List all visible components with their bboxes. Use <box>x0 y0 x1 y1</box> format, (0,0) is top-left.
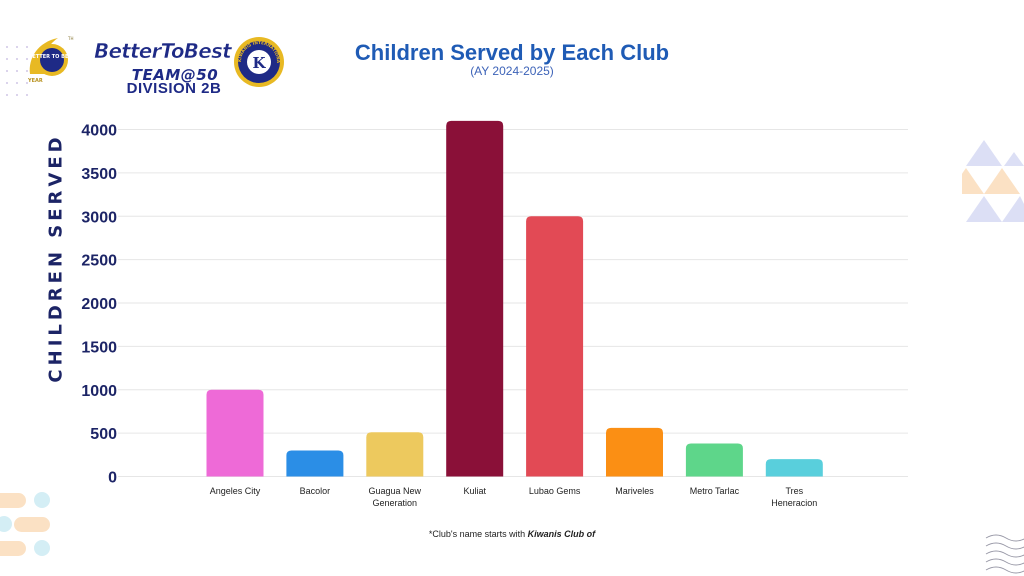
bar-4 <box>526 216 584 477</box>
x-tick-label: Angeles City <box>210 486 261 496</box>
bar-7 <box>765 459 823 477</box>
y-tick-label: 2000 <box>81 296 117 313</box>
x-tick-label: Mariveles <box>615 486 654 496</box>
x-tick-label: Kuliat <box>463 486 486 496</box>
x-tick-label: Tres <box>785 486 803 496</box>
chart-subtitle: (AY 2024-2025) <box>470 64 554 78</box>
better-to-best-logo: BETTER TO BEST TH YEAR BetterToBest K KI… <box>24 28 284 87</box>
bar-2 <box>366 432 424 477</box>
bar-6 <box>685 443 743 477</box>
chart-title: Children Served by Each Club <box>354 40 670 65</box>
x-tick-label: Guagua New <box>369 486 422 496</box>
footnote-emphasis: Kiwanis Club of <box>527 529 596 539</box>
x-axis-labels: Angeles City Bacolor Guagua New Generation K… <box>210 486 818 508</box>
badge-th-text: TH <box>67 36 73 41</box>
team-label: TEAM@50 <box>131 66 219 84</box>
bar-0 <box>206 389 264 477</box>
y-tick-label: 500 <box>90 426 117 443</box>
y-tick-label: 3500 <box>81 166 117 183</box>
x-tick-label: Generation <box>373 498 418 508</box>
y-tick-label: 1500 <box>81 339 117 356</box>
x-tick-label: Heneracion <box>771 498 817 508</box>
decorative-pills <box>0 492 50 556</box>
y-axis-ticks: 0 500 1000 1500 2000 2500 3000 3500 4000 <box>81 123 117 487</box>
y-tick-label: 1000 <box>81 383 117 400</box>
bar-1 <box>286 450 344 477</box>
footnote-prefix: *Club's name starts with <box>428 529 528 539</box>
y-tick-label: 4000 <box>81 123 117 140</box>
footnote: *Club's name starts with Kiwanis Club of <box>312 529 712 539</box>
seal-letter: K <box>252 54 266 72</box>
division-label: DIVISION 2B <box>126 80 222 97</box>
y-tick-label: 3000 <box>81 209 117 226</box>
y-tick-label: 2500 <box>81 253 117 270</box>
decorative-triangles <box>962 140 1024 222</box>
bars <box>206 120 823 477</box>
decorative-dot-grid <box>6 46 40 100</box>
anniversary-badge: BETTER TO BEST TH YEAR <box>27 36 76 84</box>
x-tick-label: Metro Tarlac <box>690 486 740 496</box>
logo-wordmark: BetterToBest <box>94 39 233 63</box>
badge-text: BETTER TO BEST <box>29 54 76 60</box>
bar-5 <box>606 427 663 477</box>
y-tick-label: 0 <box>108 470 117 487</box>
decorative-waves <box>985 534 1024 574</box>
bar-3 <box>446 120 504 477</box>
x-tick-label: Bacolor <box>300 486 331 496</box>
badge-year-text: YEAR <box>27 78 43 84</box>
x-tick-label: Lubao Gems <box>529 486 581 496</box>
